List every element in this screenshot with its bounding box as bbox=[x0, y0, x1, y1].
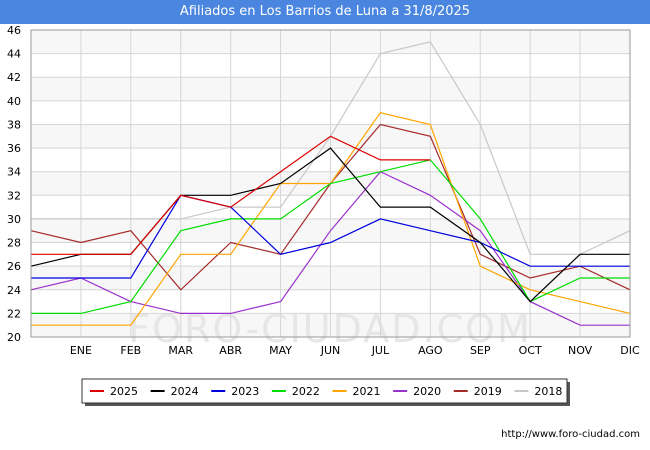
x-tick-label: MAR bbox=[168, 344, 193, 357]
x-tick-label: JUN bbox=[320, 344, 341, 357]
legend-label-2022: 2022 bbox=[292, 385, 320, 398]
legend-box bbox=[81, 378, 568, 404]
y-tick-label: 30 bbox=[7, 213, 21, 226]
y-tick-label: 40 bbox=[7, 95, 21, 108]
x-tick-label: ENE bbox=[70, 344, 92, 357]
axes: 20 22 24 26 28 30 32 34 36 38 40 42 44 46 ENE FEB MAR ABR… bbox=[7, 24, 640, 357]
x-tick-label: JUL bbox=[371, 344, 390, 357]
series-line-2023 bbox=[31, 194, 630, 279]
legend-label-2020: 2020 bbox=[413, 385, 441, 398]
legend-label-2023: 2023 bbox=[231, 385, 259, 398]
y-tick-label: 46 bbox=[7, 24, 21, 37]
series-lines bbox=[30, 41, 631, 326]
source-url[interactable]: http://www.foro-ciudad.com bbox=[501, 429, 640, 440]
x-tick-label: OCT bbox=[519, 344, 542, 357]
y-tick-label: 34 bbox=[7, 166, 21, 179]
y-tick-label: 36 bbox=[7, 142, 21, 155]
line-chart: FORO-CIUDAD.COM 202224262830323436384042… bbox=[7, 24, 640, 406]
legend-label-2021: 2021 bbox=[353, 385, 381, 398]
plot-frame bbox=[30, 29, 631, 338]
x-tick-label: NOV bbox=[568, 344, 593, 357]
legend-label-2024: 2024 bbox=[171, 385, 199, 398]
x-tick-label: MAY bbox=[269, 344, 292, 357]
y-tick-label: 20 bbox=[7, 331, 21, 344]
y-tick-label: 26 bbox=[7, 260, 21, 273]
watermark: FORO-CIUDAD.COM bbox=[128, 307, 532, 351]
legend: 2025 2024 2023 2022 2021 2020 2019 2018 bbox=[81, 378, 570, 406]
legend-label-2018: 2018 bbox=[534, 385, 562, 398]
x-tick-label: SEP bbox=[470, 344, 491, 357]
y-tick-label: 44 bbox=[7, 48, 21, 61]
y-tick-label: 32 bbox=[7, 189, 21, 202]
x-tick-label: FEB bbox=[120, 344, 141, 357]
x-tick-label: ABR bbox=[219, 344, 242, 357]
y-tick-label: 42 bbox=[7, 71, 21, 84]
legend-label-2019: 2019 bbox=[474, 385, 502, 398]
chart-title: Afiliados en Los Barrios de Luna a 31/8/… bbox=[0, 0, 650, 24]
x-tick-label: DIC bbox=[620, 344, 640, 357]
x-tick-label: AGO bbox=[418, 344, 443, 357]
y-tick-label: 22 bbox=[7, 307, 21, 320]
y-tick-label: 28 bbox=[7, 237, 21, 250]
series-line-2025 bbox=[31, 135, 431, 255]
y-tick-label: 24 bbox=[7, 284, 21, 297]
legend-label-2025: 2025 bbox=[110, 385, 138, 398]
y-tick-label: 38 bbox=[7, 118, 21, 131]
